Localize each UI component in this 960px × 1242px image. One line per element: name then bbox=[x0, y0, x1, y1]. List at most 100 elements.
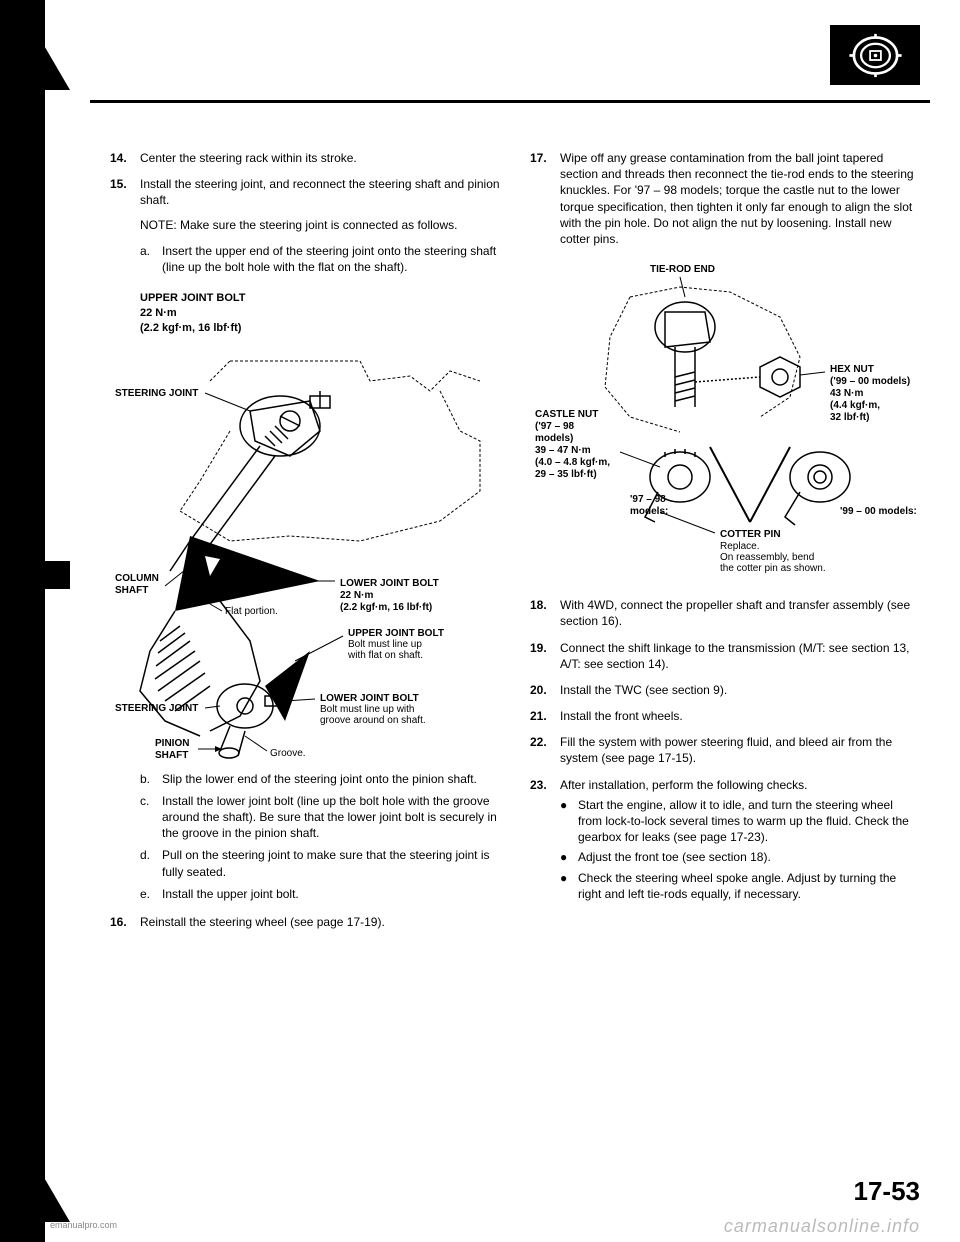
substep-letter: c. bbox=[140, 793, 156, 842]
step-body: After installation, perform the followin… bbox=[560, 777, 920, 906]
substep-letter: d. bbox=[140, 847, 156, 879]
svg-text:STEERING JOINT: STEERING JOINT bbox=[115, 703, 198, 714]
svg-text:TIE-ROD END: TIE-ROD END bbox=[650, 264, 715, 275]
svg-text:(4.0 – 4.8 kgf·m,: (4.0 – 4.8 kgf·m, bbox=[535, 457, 610, 468]
bullet-3: ● Check the steering wheel spoke angle. … bbox=[560, 870, 920, 902]
substeps-block: b. Slip the lower end of the steering jo… bbox=[140, 771, 500, 902]
step-18: 18. With 4WD, connect the propeller shaf… bbox=[530, 597, 920, 629]
svg-text:39 – 47 N·m: 39 – 47 N·m bbox=[535, 445, 591, 456]
step-number: 14. bbox=[110, 150, 132, 166]
upper-bolt-label-block: UPPER JOINT BOLT 22 N·m (2.2 kgf·m, 16 l… bbox=[140, 291, 500, 336]
svg-text:Bolt must line up with: Bolt must line up with bbox=[320, 704, 415, 715]
steering-joint-diagram: STEERING JOINT bbox=[110, 341, 500, 761]
step-number: 22. bbox=[530, 734, 552, 766]
svg-text:29 – 35 lbf·ft): 29 – 35 lbf·ft) bbox=[535, 469, 597, 480]
svg-text:Flat portion.: Flat portion. bbox=[225, 606, 278, 617]
step-text: Install the steering joint, and reconnec… bbox=[140, 176, 500, 208]
svg-text:models:: models: bbox=[630, 506, 668, 517]
svg-text:Bolt must line up: Bolt must line up bbox=[348, 639, 422, 650]
substep-d: d. Pull on the steering joint to make su… bbox=[140, 847, 500, 879]
binding-shapes bbox=[0, 0, 70, 1242]
step-number: 18. bbox=[530, 597, 552, 629]
step-text: Wipe off any grease contamination from t… bbox=[560, 150, 920, 247]
substep-letter: a. bbox=[140, 243, 156, 275]
step-text: Reinstall the steering wheel (see page 1… bbox=[140, 914, 500, 930]
tie-rod-diagram: TIE-ROD END bbox=[530, 257, 920, 587]
left-column: 14. Center the steering rack within its … bbox=[110, 150, 500, 1162]
svg-text:43 N·m: 43 N·m bbox=[830, 388, 863, 399]
svg-text:SHAFT: SHAFT bbox=[155, 750, 188, 761]
page-number: 17-53 bbox=[854, 1176, 921, 1207]
svg-text:('97 – 98: ('97 – 98 bbox=[535, 421, 575, 432]
bullet-text: Start the engine, allow it to idle, and … bbox=[578, 797, 920, 846]
substep-text: Slip the lower end of the steering joint… bbox=[162, 771, 477, 787]
svg-text:On reassembly, bend: On reassembly, bend bbox=[720, 552, 814, 563]
substep-e: e. Install the upper joint bolt. bbox=[140, 886, 500, 902]
svg-text:COTTER PIN: COTTER PIN bbox=[720, 529, 781, 540]
svg-text:Groove.: Groove. bbox=[270, 748, 306, 759]
step-14: 14. Center the steering rack within its … bbox=[110, 150, 500, 166]
content-area: 14. Center the steering rack within its … bbox=[110, 150, 920, 1162]
svg-text:('99 – 00 models): ('99 – 00 models) bbox=[830, 376, 910, 387]
svg-text:PINION: PINION bbox=[155, 738, 189, 749]
step-23: 23. After installation, perform the foll… bbox=[530, 777, 920, 906]
svg-text:Replace.: Replace. bbox=[720, 541, 759, 552]
step-19: 19. Connect the shift linkage to the tra… bbox=[530, 640, 920, 672]
svg-text:COLUMN: COLUMN bbox=[115, 573, 159, 584]
step-text: With 4WD, connect the propeller shaft an… bbox=[560, 597, 920, 629]
svg-text:22 N·m: 22 N·m bbox=[340, 590, 373, 601]
svg-text:models): models) bbox=[535, 433, 573, 444]
svg-text:groove around on shaft.: groove around on shaft. bbox=[320, 715, 426, 726]
svg-text:the cotter pin as shown.: the cotter pin as shown. bbox=[720, 563, 826, 574]
svg-text:(4.4 kgf·m,: (4.4 kgf·m, bbox=[830, 400, 880, 411]
svg-text:LOWER JOINT BOLT: LOWER JOINT BOLT bbox=[320, 693, 419, 704]
svg-text:UPPER JOINT BOLT: UPPER JOINT BOLT bbox=[348, 628, 444, 639]
upper-joint-bolt-torque2: (2.2 kgf·m, 16 lbf·ft) bbox=[140, 321, 500, 336]
substep-text: Install the upper joint bolt. bbox=[162, 886, 299, 902]
step-number: 15. bbox=[110, 176, 132, 281]
bullet-2: ● Adjust the front toe (see section 18). bbox=[560, 849, 920, 865]
bullet-text: Adjust the front toe (see section 18). bbox=[578, 849, 771, 865]
header-gear-icon bbox=[830, 25, 920, 85]
substep-letter: b. bbox=[140, 771, 156, 787]
substep-text: Install the lower joint bolt (line up th… bbox=[162, 793, 500, 842]
bullet-icon: ● bbox=[560, 870, 572, 902]
step-note: NOTE: Make sure the steering joint is co… bbox=[140, 217, 500, 233]
substep-c: c. Install the lower joint bolt (line up… bbox=[140, 793, 500, 842]
svg-text:32 lbf·ft): 32 lbf·ft) bbox=[830, 412, 869, 423]
step-15: 15. Install the steering joint, and reco… bbox=[110, 176, 500, 281]
substep-a: a. Insert the upper end of the steering … bbox=[140, 243, 500, 275]
watermark: carmanualsonline.info bbox=[724, 1216, 920, 1237]
header-rule bbox=[90, 100, 930, 103]
bullet-icon: ● bbox=[560, 797, 572, 846]
svg-text:STEERING JOINT: STEERING JOINT bbox=[115, 388, 198, 399]
bullet-1: ● Start the engine, allow it to idle, an… bbox=[560, 797, 920, 846]
substep-letter: e. bbox=[140, 886, 156, 902]
svg-text:with flat on shaft.: with flat on shaft. bbox=[347, 650, 423, 661]
svg-text:HEX NUT: HEX NUT bbox=[830, 364, 874, 375]
svg-text:(2.2 kgf·m, 16 lbf·ft): (2.2 kgf·m, 16 lbf·ft) bbox=[340, 602, 432, 613]
step-text: Install the TWC (see section 9). bbox=[560, 682, 920, 698]
upper-joint-bolt-torque1: 22 N·m bbox=[140, 306, 500, 321]
substep-b: b. Slip the lower end of the steering jo… bbox=[140, 771, 500, 787]
step-16: 16. Reinstall the steering wheel (see pa… bbox=[110, 914, 500, 930]
step-22: 22. Fill the system with power steering … bbox=[530, 734, 920, 766]
step-number: 19. bbox=[530, 640, 552, 672]
step-number: 20. bbox=[530, 682, 552, 698]
upper-joint-bolt-label: UPPER JOINT BOLT bbox=[140, 291, 500, 306]
svg-text:'97 – 98: '97 – 98 bbox=[630, 494, 666, 505]
step-text: Connect the shift linkage to the transmi… bbox=[560, 640, 920, 672]
step-number: 17. bbox=[530, 150, 552, 247]
step-number: 16. bbox=[110, 914, 132, 930]
step-text: Center the steering rack within its stro… bbox=[140, 150, 500, 166]
svg-text:CASTLE NUT: CASTLE NUT bbox=[535, 409, 598, 420]
step-number: 23. bbox=[530, 777, 552, 906]
small-watermark: emanualpro.com bbox=[50, 1220, 117, 1230]
bullet-icon: ● bbox=[560, 849, 572, 865]
step-20: 20. Install the TWC (see section 9). bbox=[530, 682, 920, 698]
step-body: Install the steering joint, and reconnec… bbox=[140, 176, 500, 281]
svg-text:'99 – 00 models:: '99 – 00 models: bbox=[840, 506, 917, 517]
step-21: 21. Install the front wheels. bbox=[530, 708, 920, 724]
step-17: 17. Wipe off any grease contamination fr… bbox=[530, 150, 920, 247]
substep-text: Insert the upper end of the steering joi… bbox=[162, 243, 500, 275]
